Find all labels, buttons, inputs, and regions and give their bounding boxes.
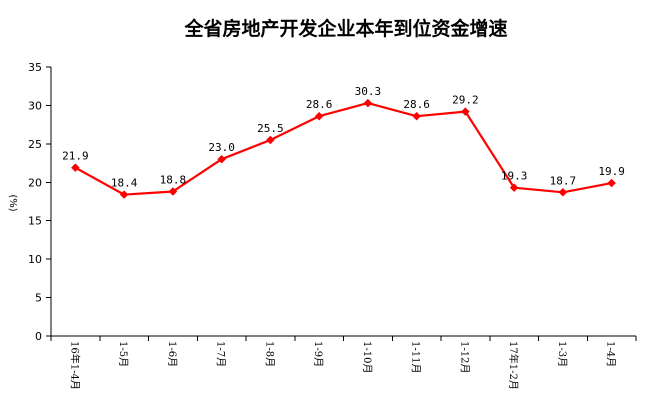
data-point — [607, 178, 616, 188]
data-label: 21.9 — [62, 150, 89, 163]
y-tick-label: 10 — [28, 253, 42, 266]
data-point — [119, 190, 129, 199]
y-tick-label: 15 — [28, 215, 42, 228]
y-tick-label: 20 — [28, 176, 42, 189]
data-label: 30.3 — [355, 85, 382, 98]
x-tick-label: 1-11月 — [410, 341, 422, 373]
data-point — [217, 154, 226, 164]
y-axis-label: (%) — [7, 194, 18, 211]
data-point — [168, 187, 178, 196]
y-tick-label: 5 — [35, 292, 42, 305]
y-tick-label: 0 — [35, 330, 42, 343]
x-tick-label: 1-10月 — [361, 341, 373, 373]
x-tick-label: 1-12月 — [458, 341, 470, 373]
x-tick-label: 1-7月 — [215, 341, 227, 367]
data-label: 29.2 — [452, 94, 479, 107]
series-layer — [71, 98, 616, 199]
data-label: 19.9 — [598, 165, 625, 178]
data-labels: 21.9 18.4 18.8 23.0 25.5 28.6 30.3 28.6 29.2 19.3… — [62, 85, 625, 189]
x-tick-label: 1-6月 — [166, 341, 178, 367]
x-axis-ticks: 16年1-4月 1-5月 1-6月 1-7月 1-8月 1-9月 1-10月 1-11月 1-1… — [50, 336, 637, 390]
series-line — [74, 101, 612, 196]
data-point — [266, 135, 275, 145]
x-tick-label: 16年1-4月 — [68, 341, 81, 390]
x-tick-label: 17年1-2月 — [507, 341, 520, 390]
y-tick-label: 30 — [28, 99, 42, 112]
data-point — [558, 187, 568, 197]
x-tick-label: 1-9月 — [312, 341, 324, 367]
data-label: 18.4 — [111, 177, 138, 190]
chart-title: 全省房地产开发企业本年到位资金增速 — [183, 17, 507, 40]
data-point — [363, 98, 373, 108]
data-point — [412, 111, 421, 121]
data-label: 28.6 — [306, 98, 333, 111]
data-point — [461, 107, 470, 116]
data-label: 25.5 — [257, 122, 284, 135]
y-tick-label: 35 — [28, 61, 42, 74]
x-tick-label: 1-5月 — [117, 341, 129, 367]
x-tick-label: 1-8月 — [263, 341, 275, 367]
data-label: 19.3 — [501, 170, 528, 183]
data-label: 18.7 — [550, 174, 577, 187]
x-tick-label: 1-3月 — [556, 341, 568, 367]
x-tick-label: 1-4月 — [605, 341, 617, 367]
data-label: 18.8 — [160, 174, 187, 187]
data-point — [71, 163, 80, 173]
axes — [50, 67, 636, 337]
y-tick-label: 25 — [28, 138, 42, 151]
data-point — [509, 183, 519, 193]
y-axis-ticks: 0 5 10 15 20 25 30 35 — [28, 61, 51, 343]
data-label: 28.6 — [403, 98, 430, 111]
data-label: 23.0 — [208, 141, 235, 154]
data-point — [314, 111, 324, 121]
